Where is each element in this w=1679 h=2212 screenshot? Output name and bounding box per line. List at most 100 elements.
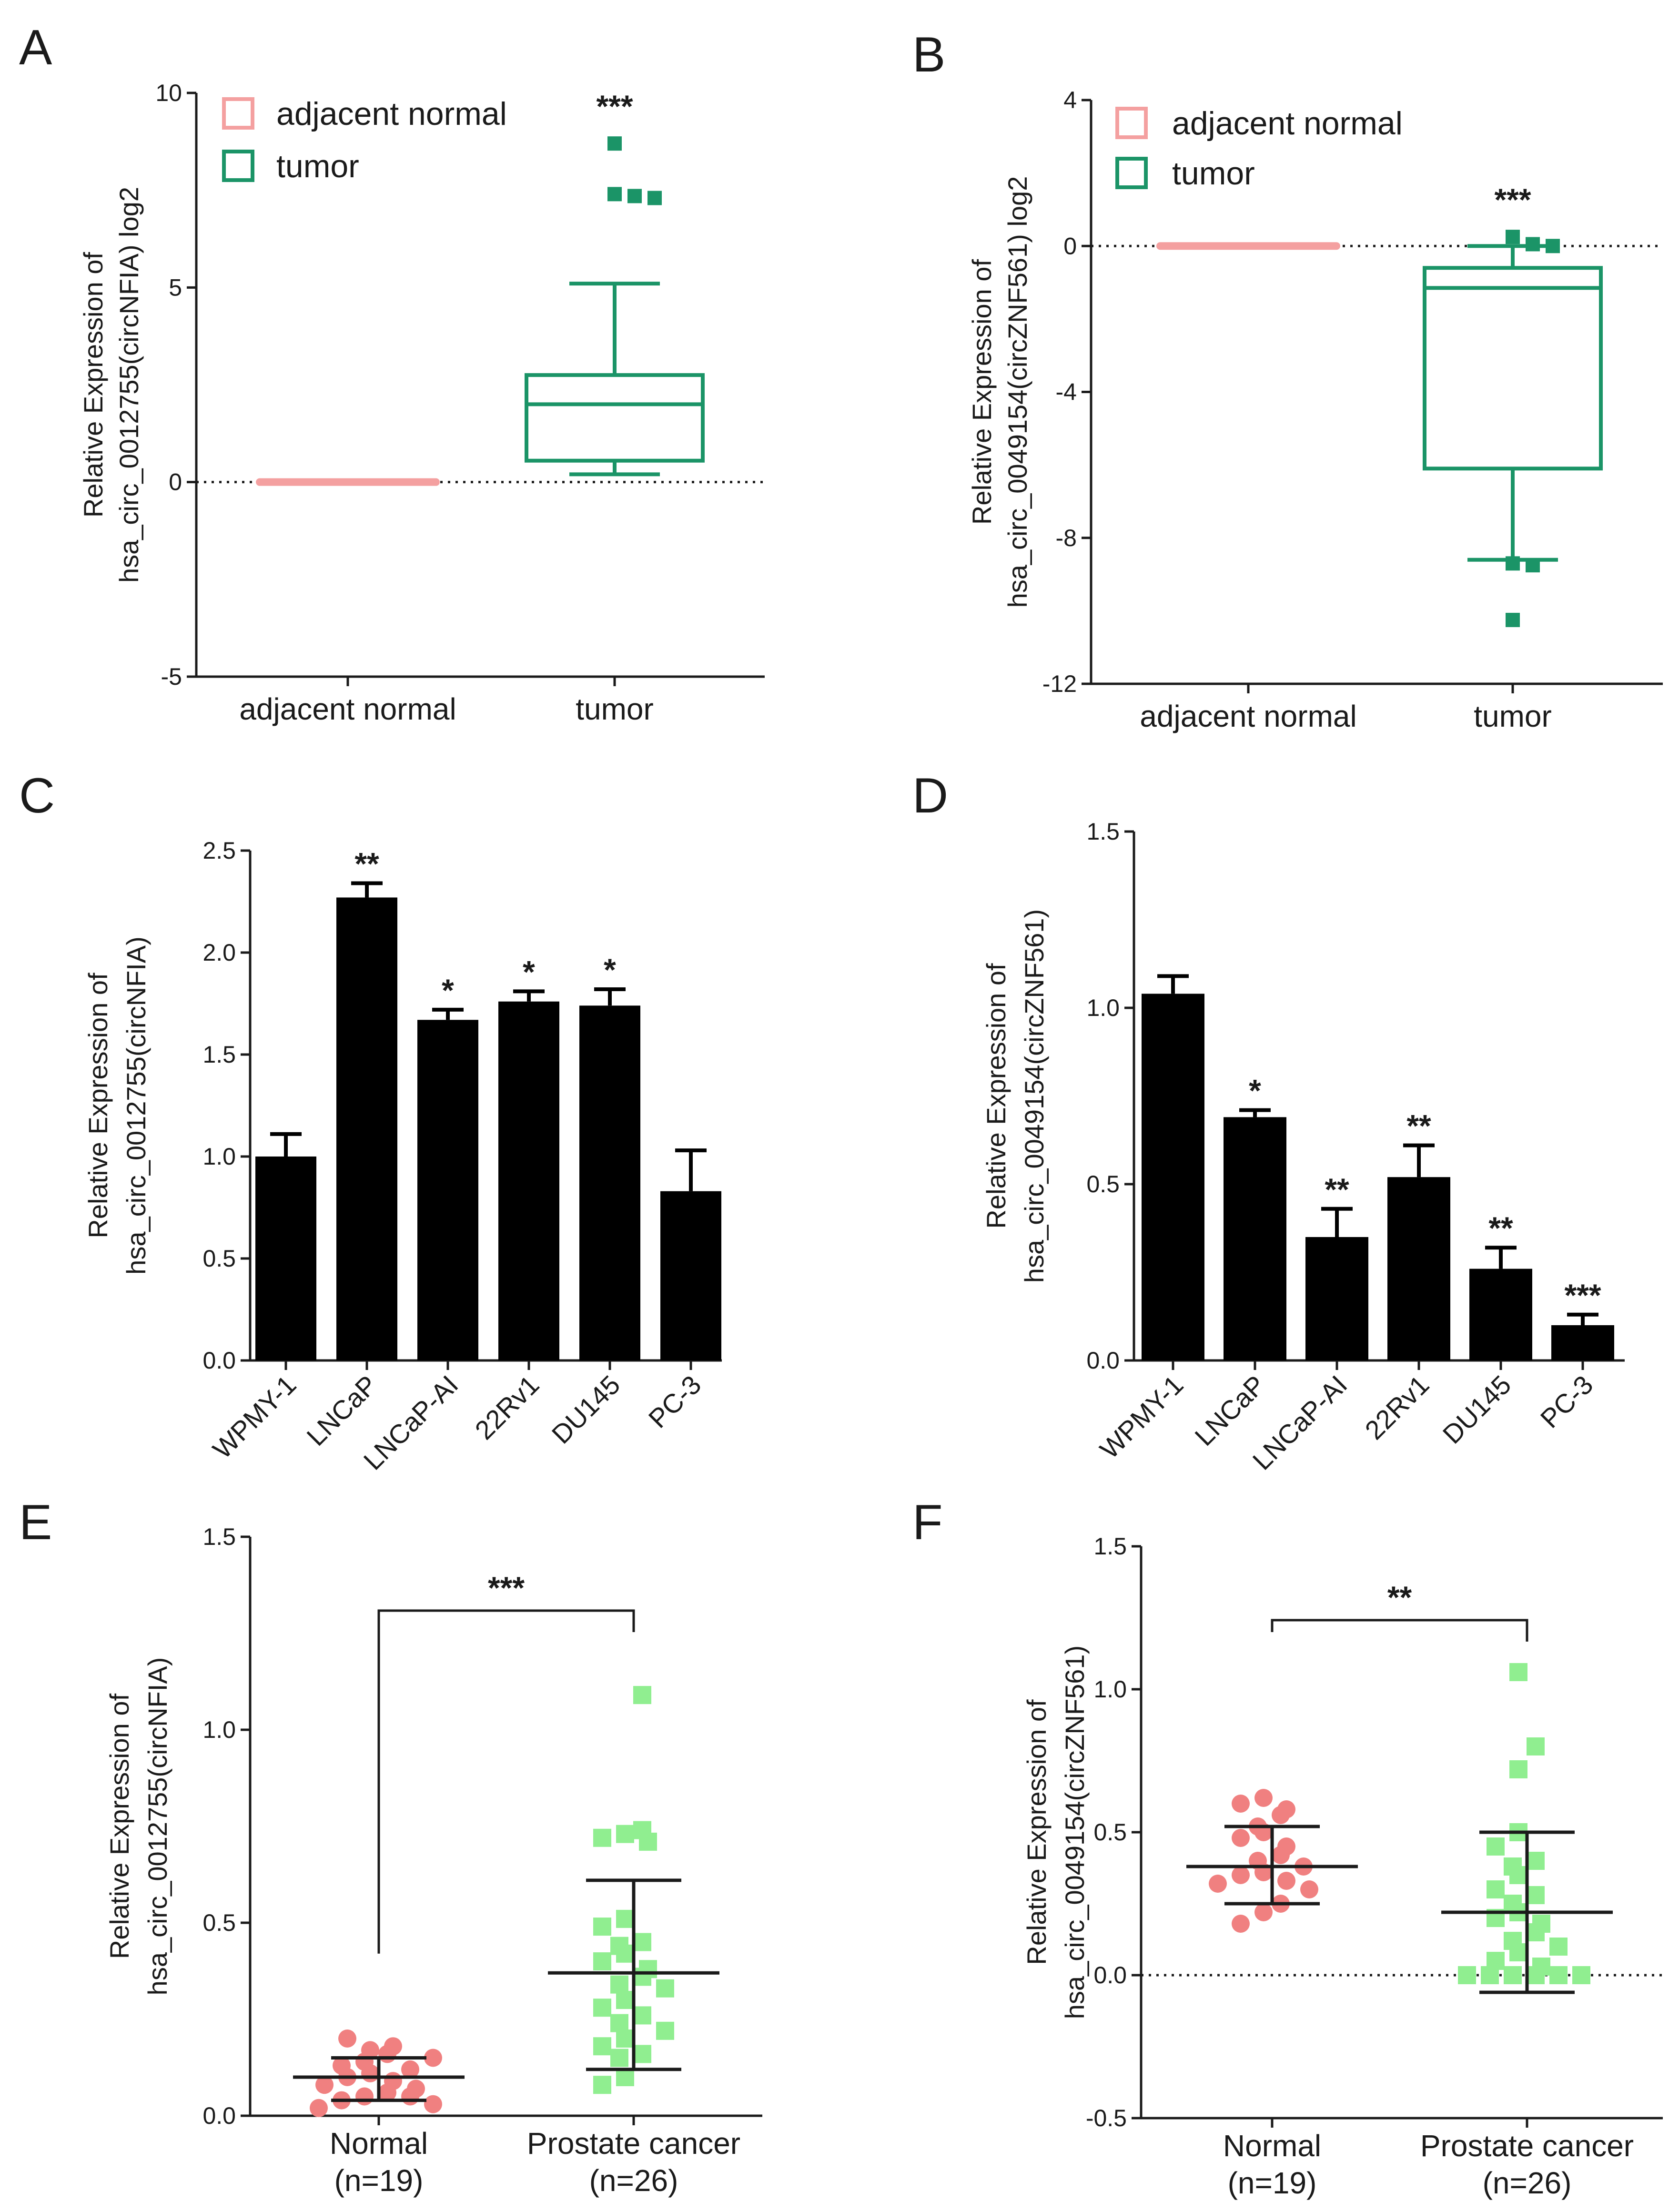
panel-b: B adjacent normal tumor -12 -8 -4 0 4 Relativ… <box>912 27 1663 733</box>
data-point-cancer <box>633 1686 651 1705</box>
data-point-cancer <box>610 2014 628 2032</box>
significance-marker: * <box>604 952 616 987</box>
data-point-cancer <box>1527 1966 1545 1984</box>
y-tick-label: 0.0 <box>1086 1347 1120 1374</box>
x-category-label: 22Rv1 <box>469 1370 545 1445</box>
data-point-normal <box>1209 1875 1227 1893</box>
data-point-normal <box>1254 1903 1273 1921</box>
data-point-cancer <box>633 1933 651 1951</box>
panel-letter-e: E <box>19 1495 52 1550</box>
legend-b: adjacent normal tumor <box>1115 105 1403 192</box>
significance-marker: ** <box>354 846 379 881</box>
data-point-cancer <box>1549 1938 1568 1956</box>
outlier-point <box>1506 613 1520 628</box>
data-point-cancer <box>1527 1886 1545 1904</box>
data-point-normal <box>401 2060 419 2079</box>
data-point-cancer <box>1549 1966 1568 1984</box>
y-axis-title-line2: hsa_circ_0012755(circNFIA) log2 <box>114 187 144 583</box>
y-tick-label: 1.0 <box>202 1143 236 1170</box>
data-point-cancer <box>1504 1966 1522 1984</box>
data-point-cancer <box>610 1975 628 1994</box>
legend-label-tumor: tumor <box>1172 155 1255 192</box>
data-point-cancer <box>593 2076 611 2094</box>
legend-swatch-tumor <box>222 150 254 182</box>
data-point-cancer <box>593 1828 611 1847</box>
significance-marker: ** <box>1406 1108 1431 1144</box>
y-tick-label: 0 <box>169 469 182 496</box>
data-point-cancer <box>593 1999 611 2017</box>
data-point-cancer <box>633 2006 651 2025</box>
data-point-normal <box>1277 1872 1295 1890</box>
y-axis-title-line1: Relative Expression of <box>104 1693 134 1959</box>
data-point-normal <box>424 2095 442 2113</box>
y-tick-label: 1.5 <box>202 1523 236 1550</box>
data-point-cancer <box>1509 1866 1527 1884</box>
significance-marker: *** <box>596 89 633 124</box>
y-tick-label: 2.0 <box>202 939 236 966</box>
data-point-normal <box>1254 1789 1273 1807</box>
significance-marker: * <box>1249 1073 1261 1108</box>
bar-PC-3 <box>1551 1325 1614 1360</box>
panel-a: A adjacent normal tumor -5 0 5 10 Relative E… <box>19 20 765 726</box>
outlier-point <box>1526 237 1540 252</box>
data-point-normal <box>338 2029 356 2048</box>
panel-letter-b: B <box>912 27 945 82</box>
y-tick-label: 5 <box>169 274 182 301</box>
bar-LNCaP-AI <box>1305 1237 1368 1360</box>
data-point-normal <box>1300 1880 1318 1898</box>
panel-c: C 0.0 0.5 1.0 1.5 2.0 2.5 Relative Expression … <box>19 768 722 1476</box>
y-tick-label: 0.0 <box>202 1347 236 1374</box>
y-tick-label: 0.5 <box>202 1245 236 1272</box>
bar-22Rv1 <box>1387 1177 1450 1360</box>
y-axis-title-line1: Relative Expression of <box>1022 1699 1052 1965</box>
significance-bracket <box>377 1609 635 1954</box>
y-axis-title-line2: hsa_circ_0049154(circZNF561) <box>1060 1645 1090 2019</box>
data-point-normal <box>378 2083 396 2102</box>
x-category-n: (n=26) <box>589 2163 678 2198</box>
legend-label-tumor: tumor <box>276 148 359 184</box>
x-category-n: (n=26) <box>1483 2166 1572 2200</box>
data-point-cancer <box>1487 1880 1505 1898</box>
legend-swatch-tumor <box>1115 157 1148 189</box>
panel-f: F -0.5 0.0 0.5 1.0 1.5 Relative Expression of… <box>912 1495 1663 2200</box>
significance-marker: ** <box>1488 1210 1513 1246</box>
y-tick-label: 0.0 <box>1093 1962 1127 1989</box>
panel-d: D 0.0 0.5 1.0 1.5 Relative Expression of hsa_… <box>912 768 1625 1476</box>
data-point-normal <box>361 2064 379 2082</box>
y-tick-label: -4 <box>1056 379 1077 406</box>
y-tick-label: 0.5 <box>202 1909 236 1936</box>
bar-DU145 <box>1469 1268 1532 1360</box>
x-category-label: Prostate cancer <box>1420 2129 1634 2163</box>
panel-letter-d: D <box>912 768 948 823</box>
data-point-cancer <box>639 1832 657 1851</box>
data-point-normal <box>1232 1795 1250 1813</box>
y-tick-label: 0.0 <box>202 2102 236 2129</box>
data-point-normal <box>310 2099 328 2117</box>
data-point-normal <box>1232 1866 1250 1884</box>
y-tick-label: -8 <box>1056 525 1077 551</box>
data-point-cancer <box>616 1825 634 1843</box>
data-point-normal <box>1272 1806 1290 1824</box>
x-category-n: (n=19) <box>334 2163 424 2198</box>
y-tick-label: 1.0 <box>1086 994 1120 1021</box>
box-iqr <box>1423 266 1603 471</box>
data-point-cancer <box>1481 1966 1499 1984</box>
x-category-label: adjacent normal <box>1140 699 1356 733</box>
panel-letter-f: F <box>912 1495 943 1550</box>
x-category-label: Normal <box>330 2126 428 2161</box>
x-category-label: LNCaP <box>1189 1370 1271 1451</box>
data-point-cancer <box>1572 1966 1590 1984</box>
x-category-label: PC-3 <box>1535 1370 1599 1434</box>
panel-letter-a: A <box>19 20 52 75</box>
x-category-label: WPMY-1 <box>1094 1370 1189 1464</box>
significance-marker: ** <box>1325 1172 1349 1207</box>
data-point-cancer <box>616 2068 634 2086</box>
data-point-cancer <box>656 2021 674 2040</box>
x-category-n: (n=19) <box>1228 2166 1317 2200</box>
data-point-normal <box>1232 1915 1250 1933</box>
data-point-cancer <box>616 2029 634 2048</box>
y-axis-title-line2: hsa_circ_0012755(circNFIA) <box>121 936 151 1275</box>
data-point-cancer <box>1458 1966 1476 1984</box>
y-axis-title-line1: Relative Expression of <box>78 252 108 517</box>
panel-letter-c: C <box>19 768 55 823</box>
